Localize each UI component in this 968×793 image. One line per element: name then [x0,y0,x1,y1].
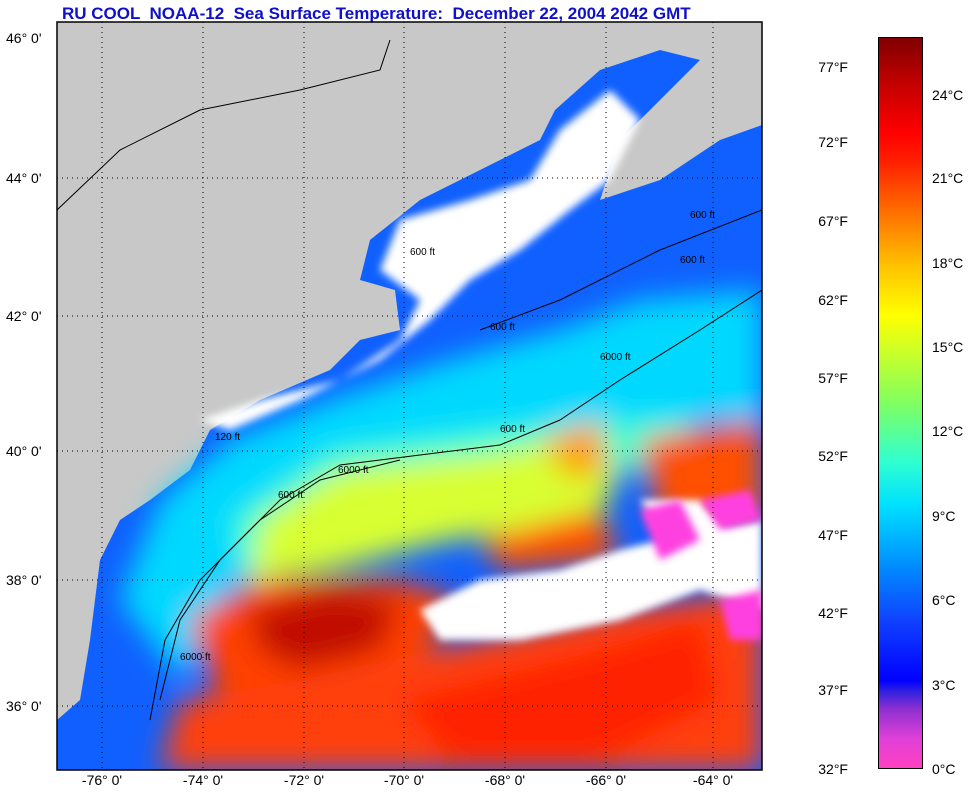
celsius-label: 0°C [932,761,956,777]
lat-label: 40° 0' [6,443,42,459]
contour-label: 600 ft [680,255,705,266]
lon-label: -76° 0' [81,772,123,788]
ocean [57,50,762,770]
celsius-label: 18°C [932,255,964,271]
cold-patches [640,490,762,640]
fahrenheit-label: 37°F [818,682,848,698]
fahrenheit-label: 52°F [818,448,848,464]
lon-label: -66° 0' [585,772,627,788]
contour-label: 600 ft [410,247,435,258]
fahrenheit-label: 47°F [818,527,848,543]
contour-label: 120 ft [215,432,240,443]
map-frame [56,21,763,771]
celsius-label: 21°C [932,170,964,186]
contour-label: 600 ft [490,322,515,333]
contour-label: 600 ft [500,424,525,435]
fahrenheit-label: 42°F [818,605,848,621]
celsius-label: 24°C [932,87,964,103]
color-scale-bar [878,37,923,769]
lon-label: -72° 0' [283,772,325,788]
lat-label: 38° 0' [6,572,42,588]
lon-label: -68° 0' [484,772,526,788]
lon-label: -74° 0' [182,772,224,788]
fahrenheit-label: 57°F [818,370,848,386]
map-title: RU COOL NOAA-12 Sea Surface Temperature:… [62,4,691,23]
contour-label: 600 ft [690,210,715,221]
contour-label: 6000 ft [338,465,369,476]
fahrenheit-label: 62°F [818,292,848,308]
contour-labels: 600 ft 6000 ft 600 ft 600 ft 6000 ft 600… [180,210,715,663]
lat-label: 36° 0' [6,698,42,714]
fahrenheit-label: 72°F [818,134,848,150]
contour-label: 6000 ft [180,652,211,663]
celsius-label: 3°C [932,677,956,693]
contour-label: 6000 ft [600,352,631,363]
celsius-label: 15°C [932,339,964,355]
lat-label: 46° 0' [6,30,42,46]
lat-label: 42° 0' [6,308,42,324]
fahrenheit-label: 77°F [818,59,848,75]
fahrenheit-label: 32°F [818,761,848,777]
contour-label: 600 ft [278,490,303,501]
celsius-label: 9°C [932,508,956,524]
fahrenheit-label: 67°F [818,213,848,229]
lon-label: -64° 0' [692,772,734,788]
contour-lines [57,39,762,721]
celsius-label: 6°C [932,592,956,608]
celsius-label: 12°C [932,423,964,439]
lat-label: 44° 0' [6,170,42,186]
lon-label: -70° 0' [383,772,425,788]
